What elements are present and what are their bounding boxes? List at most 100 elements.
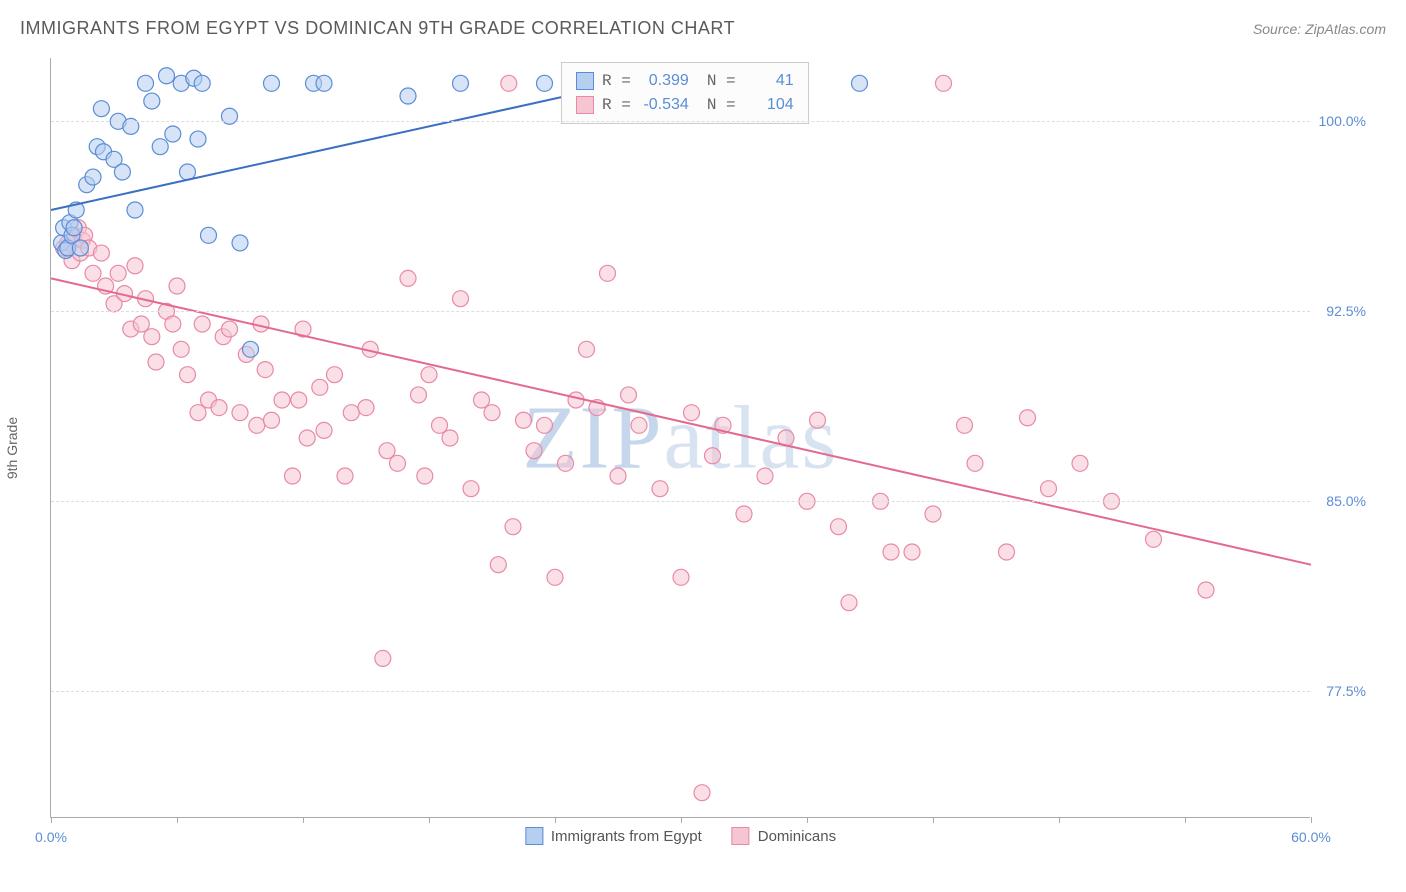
data-point-dominican bbox=[999, 544, 1015, 560]
data-point-dominican bbox=[652, 481, 668, 497]
data-point-dominican bbox=[442, 430, 458, 446]
data-point-dominican bbox=[173, 341, 189, 357]
data-point-dominican bbox=[1146, 531, 1162, 547]
gridline bbox=[51, 311, 1310, 312]
data-point-dominican bbox=[631, 417, 647, 433]
data-point-dominican bbox=[621, 387, 637, 403]
source-label: Source: ZipAtlas.com bbox=[1253, 21, 1386, 37]
data-point-dominican bbox=[957, 417, 973, 433]
data-point-dominican bbox=[421, 367, 437, 383]
data-point-egypt bbox=[316, 75, 332, 91]
x-tick bbox=[555, 817, 556, 823]
data-point-egypt bbox=[72, 240, 88, 256]
data-point-dominican bbox=[925, 506, 941, 522]
x-tick bbox=[1185, 817, 1186, 823]
dominican-r-value: -0.534 bbox=[639, 93, 689, 117]
data-point-dominican bbox=[232, 405, 248, 421]
data-point-dominican bbox=[673, 569, 689, 585]
label-n: N = bbox=[707, 93, 736, 117]
data-point-dominican bbox=[194, 316, 210, 332]
x-tick bbox=[303, 817, 304, 823]
data-point-dominican bbox=[904, 544, 920, 560]
data-point-dominican bbox=[810, 412, 826, 428]
data-point-dominican bbox=[547, 569, 563, 585]
data-point-egypt bbox=[852, 75, 868, 91]
data-point-egypt bbox=[190, 131, 206, 147]
chart-title: IMMIGRANTS FROM EGYPT VS DOMINICAN 9TH G… bbox=[20, 18, 735, 39]
data-point-egypt bbox=[159, 68, 175, 84]
x-tick bbox=[1311, 817, 1312, 823]
legend-label-egypt: Immigrants from Egypt bbox=[551, 828, 702, 845]
data-point-dominican bbox=[343, 405, 359, 421]
egypt-r-value: 0.399 bbox=[639, 69, 689, 93]
x-tick-label: 0.0% bbox=[35, 829, 67, 845]
data-point-egypt bbox=[114, 164, 130, 180]
data-point-dominican bbox=[180, 367, 196, 383]
data-point-dominican bbox=[169, 278, 185, 294]
legend-item-dominican: Dominicans bbox=[732, 827, 836, 845]
data-point-dominican bbox=[694, 785, 710, 801]
chart-container: 9th Grade ZIPatlas R = 0.399 N = 41 R = … bbox=[50, 58, 1360, 838]
data-point-egypt bbox=[127, 202, 143, 218]
data-point-dominican bbox=[1041, 481, 1057, 497]
y-tick-label: 92.5% bbox=[1314, 303, 1366, 319]
x-tick bbox=[681, 817, 682, 823]
data-point-egypt bbox=[144, 93, 160, 109]
data-point-egypt bbox=[138, 75, 154, 91]
swatch-egypt bbox=[576, 72, 594, 90]
y-tick-label: 100.0% bbox=[1314, 113, 1366, 129]
gridline bbox=[51, 501, 1310, 502]
x-tick bbox=[1059, 817, 1060, 823]
label-r: R = bbox=[602, 69, 631, 93]
bottom-legend: Immigrants from Egypt Dominicans bbox=[525, 827, 836, 845]
data-point-egypt bbox=[93, 101, 109, 117]
data-point-dominican bbox=[579, 341, 595, 357]
data-point-dominican bbox=[312, 379, 328, 395]
data-point-egypt bbox=[264, 75, 280, 91]
data-point-dominican bbox=[516, 412, 532, 428]
data-point-dominican bbox=[484, 405, 500, 421]
legend-label-dominican: Dominicans bbox=[758, 828, 836, 845]
data-point-dominican bbox=[316, 422, 332, 438]
data-point-dominican bbox=[85, 265, 101, 281]
data-point-dominican bbox=[490, 557, 506, 573]
data-point-dominican bbox=[417, 468, 433, 484]
data-point-dominican bbox=[1072, 455, 1088, 471]
egypt-n-value: 41 bbox=[744, 69, 794, 93]
data-point-dominican bbox=[1198, 582, 1214, 598]
data-point-egypt bbox=[66, 220, 82, 236]
data-point-dominican bbox=[936, 75, 952, 91]
data-point-egypt bbox=[194, 75, 210, 91]
label-r: R = bbox=[602, 93, 631, 117]
data-point-dominican bbox=[222, 321, 238, 337]
data-point-dominican bbox=[257, 362, 273, 378]
plot-area: ZIPatlas R = 0.399 N = 41 R = -0.534 N =… bbox=[50, 58, 1310, 818]
data-point-egypt bbox=[85, 169, 101, 185]
data-point-dominican bbox=[463, 481, 479, 497]
data-point-dominican bbox=[600, 265, 616, 281]
data-point-egypt bbox=[201, 227, 217, 243]
data-point-dominican bbox=[501, 75, 517, 91]
data-point-dominican bbox=[390, 455, 406, 471]
data-point-dominican bbox=[411, 387, 427, 403]
data-point-dominican bbox=[110, 265, 126, 281]
data-point-dominican bbox=[568, 392, 584, 408]
data-point-dominican bbox=[327, 367, 343, 383]
regression-line-dominican bbox=[51, 278, 1311, 564]
data-point-dominican bbox=[144, 329, 160, 345]
data-point-dominican bbox=[841, 595, 857, 611]
stat-row-egypt: R = 0.399 N = 41 bbox=[576, 69, 794, 93]
data-point-dominican bbox=[558, 455, 574, 471]
x-tick bbox=[933, 817, 934, 823]
plot-svg bbox=[51, 58, 1310, 817]
data-point-dominican bbox=[757, 468, 773, 484]
swatch-dominican bbox=[732, 827, 750, 845]
data-point-egypt bbox=[537, 75, 553, 91]
data-point-egypt bbox=[152, 139, 168, 155]
correlation-stats-box: R = 0.399 N = 41 R = -0.534 N = 104 bbox=[561, 62, 809, 124]
data-point-dominican bbox=[1020, 410, 1036, 426]
data-point-dominican bbox=[736, 506, 752, 522]
y-tick-label: 85.0% bbox=[1314, 493, 1366, 509]
swatch-egypt bbox=[525, 827, 543, 845]
dominican-n-value: 104 bbox=[744, 93, 794, 117]
